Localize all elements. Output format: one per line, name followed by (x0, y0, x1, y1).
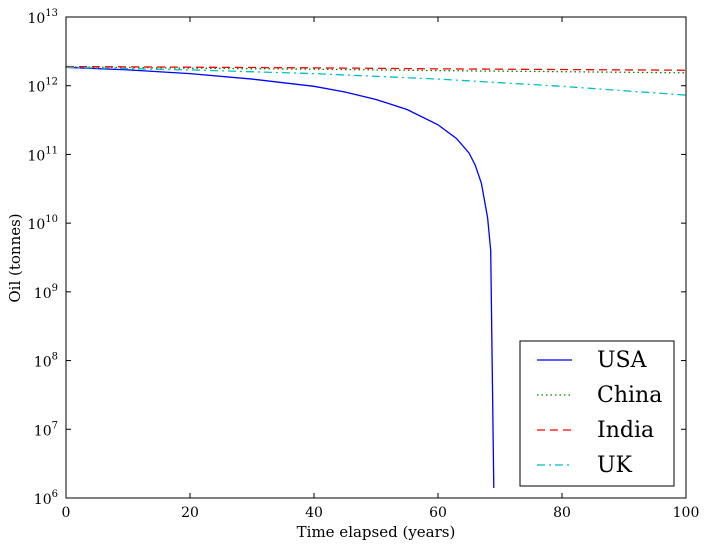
x-tick-label: 0 (62, 505, 71, 521)
legend-box (519, 340, 675, 487)
series-line-usa (65, 66, 495, 488)
x-axis-title: Time elapsed (years) (297, 523, 456, 541)
y-tick-label: 1010 (27, 214, 58, 233)
series-line-uk (65, 66, 687, 96)
plot-frame (65, 16, 687, 499)
x-tick-label: 20 (181, 505, 199, 521)
x-tick-label: 60 (429, 505, 447, 521)
y-tick-label: 106 (34, 489, 58, 508)
y-tick-label: 1012 (27, 77, 58, 96)
legend-label-china: China (597, 383, 662, 408)
ticks-layer: 0 20 40 60 80 100 106 107 108 109 1010 1011 1012 1013 (27, 8, 699, 521)
y-axis-title: Oil (tonnes) (6, 213, 24, 302)
y-tick-label: 108 (34, 352, 58, 371)
legend-label-usa: USA (597, 348, 648, 373)
y-tick-label: 1013 (27, 8, 58, 27)
x-tick-label: 100 (673, 505, 700, 521)
legend-label-uk: UK (597, 453, 633, 478)
y-tick-label: 1011 (27, 145, 58, 164)
x-tick-label: 80 (553, 505, 571, 521)
y-tick-label: 109 (34, 283, 58, 302)
y-tick-label: 107 (34, 420, 58, 439)
series-layer (65, 65, 687, 488)
legend-label-india: India (597, 418, 654, 443)
x-tick-label: 40 (305, 505, 323, 521)
legend: USA China India UK (519, 340, 675, 487)
